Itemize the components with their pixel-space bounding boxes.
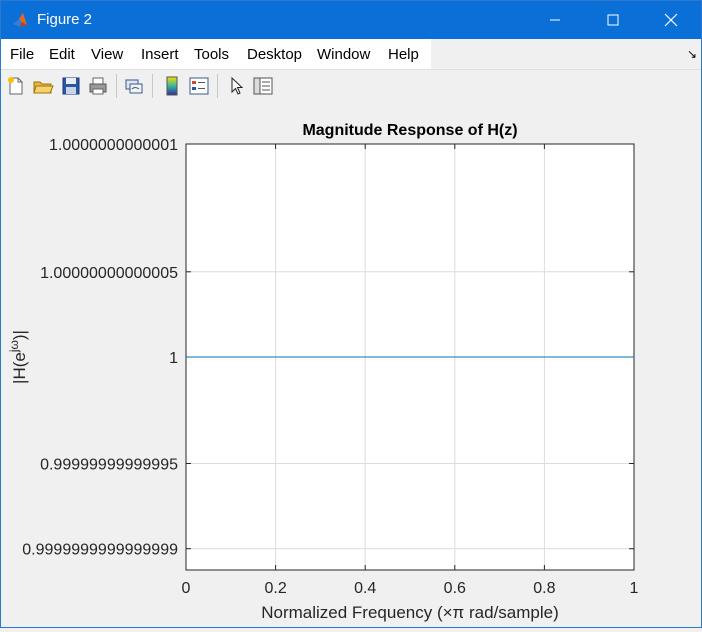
x-tick-label: 0 <box>182 580 191 597</box>
colorbar-icon[interactable] <box>161 75 183 97</box>
close-icon <box>664 13 678 27</box>
maximize-icon <box>607 14 619 26</box>
toolbar-separator <box>152 74 153 98</box>
x-tick-label: 0.6 <box>444 580 466 597</box>
figure-canvas: 0 0.2 0.4 0.6 0.8 1 0.9999999999999999 0.999999… <box>1 102 701 627</box>
y-tick-label: 0.9999999999999999 <box>22 542 178 559</box>
menu-tools[interactable]: Tools <box>194 46 230 63</box>
x-tick-label: 0.2 <box>264 580 286 597</box>
link-plot-icon[interactable] <box>123 75 145 97</box>
toolbar-separator <box>217 74 218 98</box>
chart-title: Magnitude Response of H(z) <box>302 122 517 139</box>
print-icon[interactable] <box>87 75 109 97</box>
legend-icon[interactable] <box>188 75 210 97</box>
minimize-icon <box>550 19 560 21</box>
tick-marks <box>185 143 635 570</box>
close-button[interactable] <box>643 1 699 39</box>
tick-labels: 0 0.2 0.4 0.6 0.8 1 0.9999999999999999 0.999999… <box>22 137 638 597</box>
menu-window[interactable]: Window <box>317 46 371 63</box>
x-tick-label: 0.8 <box>533 580 555 597</box>
toolbar <box>1 69 701 103</box>
magnitude-response-plot[interactable]: 0 0.2 0.4 0.6 0.8 1 0.9999999999999999 0.999999… <box>1 102 701 627</box>
menu-help[interactable]: Help <box>388 46 419 63</box>
menu-insert[interactable]: Insert <box>141 46 179 63</box>
minimize-button[interactable] <box>527 1 583 39</box>
menu-view[interactable]: View <box>91 46 124 63</box>
new-figure-icon[interactable] <box>5 75 27 97</box>
menu-desktop[interactable]: Desktop <box>247 46 303 63</box>
y-tick-label: 1 <box>169 350 178 367</box>
y-axis-label: |H(ejω)| <box>7 330 29 384</box>
property-inspector-icon[interactable] <box>252 75 274 97</box>
dock-arrow-icon[interactable]: ↘ <box>686 47 697 61</box>
x-axis-label: Normalized Frequency (×π rad/sample) <box>261 603 559 622</box>
menu-bar: File Edit View Insert Tools Desktop Wind… <box>1 39 701 69</box>
menu-strip: File Edit View Insert Tools Desktop Wind… <box>1 39 431 69</box>
maximize-button[interactable] <box>585 1 641 39</box>
toolbar-separator <box>116 74 117 98</box>
y-tick-label: 1.00000000000005 <box>40 265 178 282</box>
title-bar[interactable]: Figure 2 <box>1 1 701 39</box>
menu-file[interactable]: File <box>10 46 35 63</box>
pointer-icon[interactable] <box>226 75 248 97</box>
matlab-logo-icon <box>13 13 27 27</box>
menu-edit[interactable]: Edit <box>49 46 75 63</box>
x-tick-label: 1 <box>630 580 639 597</box>
open-file-icon[interactable] <box>32 75 54 97</box>
y-tick-label: 1.0000000000001 <box>49 137 178 154</box>
x-tick-label: 0.4 <box>354 580 376 597</box>
save-icon[interactable] <box>60 75 82 97</box>
y-tick-label: 0.99999999999995 <box>40 457 178 474</box>
window-title: Figure 2 <box>37 11 93 28</box>
